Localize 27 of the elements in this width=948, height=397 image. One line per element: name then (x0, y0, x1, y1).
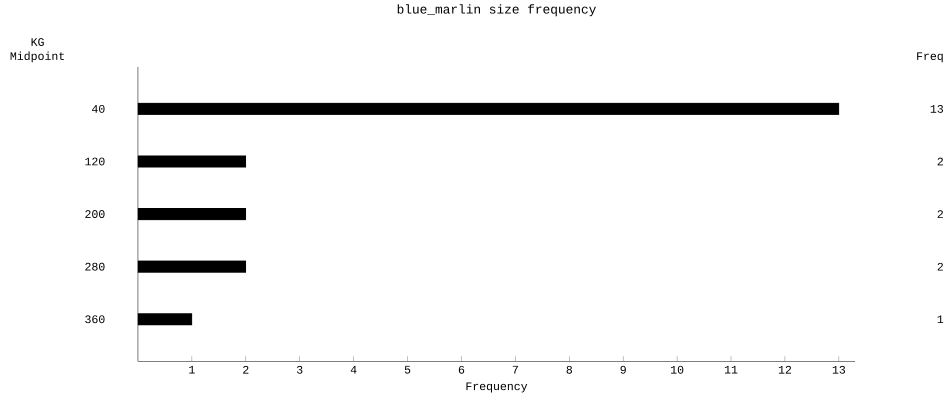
x-tick-label: 5 (404, 366, 410, 374)
y-tick-label: 280 (85, 262, 105, 271)
x-tick-label: 2 (243, 366, 248, 374)
data-label: 13 (930, 105, 944, 113)
y-axis-title: KG Midpoint (10, 38, 64, 62)
y-tick-label: 200 (85, 210, 105, 218)
x-tick-label: 12 (778, 366, 792, 374)
data-label: 2 (938, 210, 943, 218)
x-tick-label: 9 (620, 366, 626, 374)
y-tick-label: 40 (92, 105, 105, 113)
x-axis-title: Frequency (466, 382, 528, 393)
data-label: 2 (938, 158, 943, 166)
data-label: 2 (938, 262, 943, 271)
chart-title: blue_marlin size frequency (398, 4, 596, 16)
x-tick-label: 4 (350, 366, 356, 374)
x-tick-label: 13 (832, 366, 846, 374)
x-tick-label: 1 (189, 366, 195, 374)
text: Freq (917, 52, 943, 62)
x-tick-label: 3 (296, 366, 302, 374)
data-label: 1 (938, 316, 944, 324)
y-tick-label: 360 (85, 315, 105, 324)
x-tick-label: 10 (671, 366, 684, 374)
x-tick-label: 6 (458, 366, 464, 374)
x-tick-label: 7 (512, 366, 518, 374)
x-tick-label: 8 (566, 366, 572, 374)
y-tick-label: 120 (85, 158, 105, 166)
x-tick-label: 11 (724, 366, 738, 374)
